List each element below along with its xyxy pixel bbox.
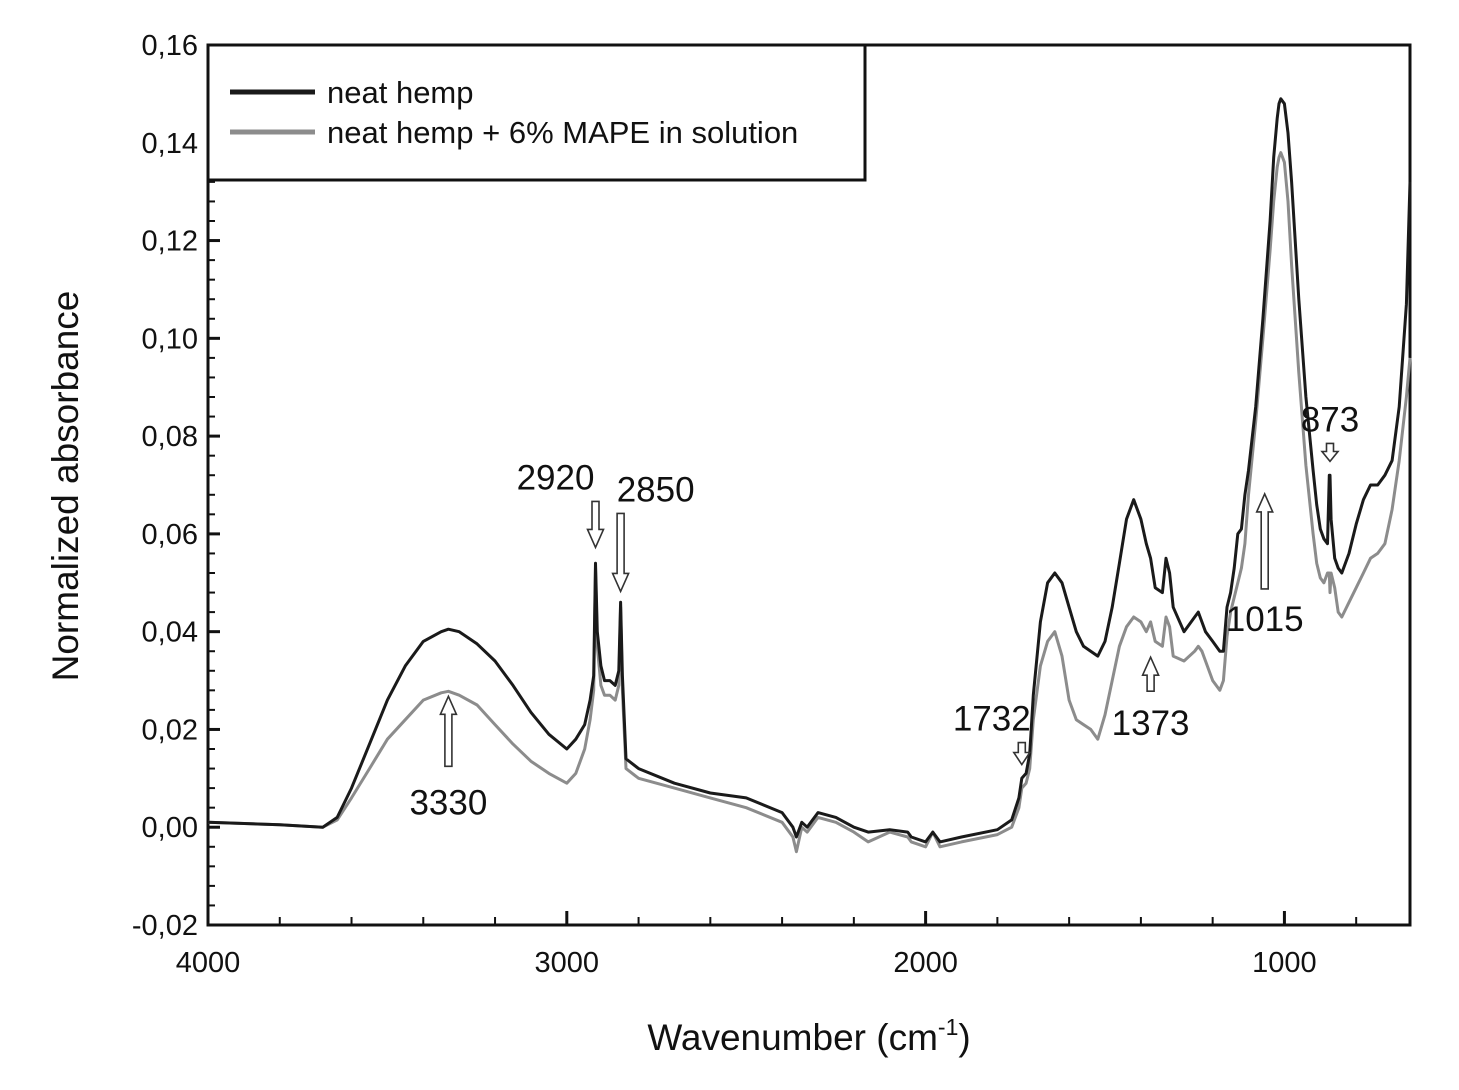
legend-box xyxy=(206,43,867,182)
x-tick-label: 1000 xyxy=(1252,947,1317,979)
series-line-1 xyxy=(207,151,1412,854)
y-axis-title: Normalized absorbance xyxy=(45,291,86,682)
annotation-arrow xyxy=(1255,491,1274,590)
y-tick-label: 0,12 xyxy=(142,226,198,258)
y-axis-ticks: -0,02 0,00 0,02 0,04 0,06 0,08 0,10 0,12 0,14 0,1… xyxy=(132,30,220,942)
annotation-arrow xyxy=(1320,442,1340,463)
annotation-label: 873 xyxy=(1301,400,1359,439)
annotation-arrow xyxy=(586,500,605,550)
y-tick-label: 0,00 xyxy=(142,812,198,844)
annotation-label: 1015 xyxy=(1226,600,1304,639)
annotation-label: 2920 xyxy=(517,458,595,497)
x-axis-title-exponent: -1 xyxy=(938,1014,958,1040)
annotation-label: 1732 xyxy=(953,700,1031,739)
x-tick-label: 4000 xyxy=(176,947,241,979)
peak-annotations: 3330 2920 2850 1732 1373 1015 873 xyxy=(409,400,1359,822)
x-tick-label: 2000 xyxy=(893,947,958,979)
y-tick-label: 0,10 xyxy=(142,323,198,355)
y-tick-label: 0,16 xyxy=(142,30,198,62)
y-tick-label: 0,06 xyxy=(142,519,198,551)
y-tick-label: 0,14 xyxy=(142,128,198,160)
annotation-arrow xyxy=(1012,741,1032,767)
annotation-arrow xyxy=(611,512,630,594)
y-tick-label: 0,04 xyxy=(142,617,198,649)
x-tick-label: 3000 xyxy=(535,947,600,979)
annotation-label: 1373 xyxy=(1112,704,1190,743)
x-axis-title-suffix: ) xyxy=(958,1017,970,1058)
annotation-label: 3330 xyxy=(409,783,487,822)
y-tick-label: 0,08 xyxy=(142,421,198,453)
annotation-arrow xyxy=(439,694,458,768)
x-axis-title: Wavenumber (cm-1) xyxy=(647,1014,970,1058)
y-tick-label: 0,02 xyxy=(142,714,198,746)
legend-label-neat-hemp-mape: neat hemp + 6% MAPE in solution xyxy=(327,115,798,150)
series-line-0 xyxy=(207,97,1412,844)
legend: neat hemp neat hemp + 6% MAPE in solutio… xyxy=(206,43,867,182)
y-tick-label: -0,02 xyxy=(132,910,198,942)
legend-label-neat-hemp: neat hemp xyxy=(327,75,474,110)
x-axis-ticks: 4000 3000 2000 1000 xyxy=(176,911,1358,979)
x-axis-title-main: Wavenumber (cm xyxy=(647,1017,938,1058)
series-layer xyxy=(207,97,1412,854)
annotation-label: 2850 xyxy=(617,470,695,509)
annotation-arrow xyxy=(1141,655,1160,693)
